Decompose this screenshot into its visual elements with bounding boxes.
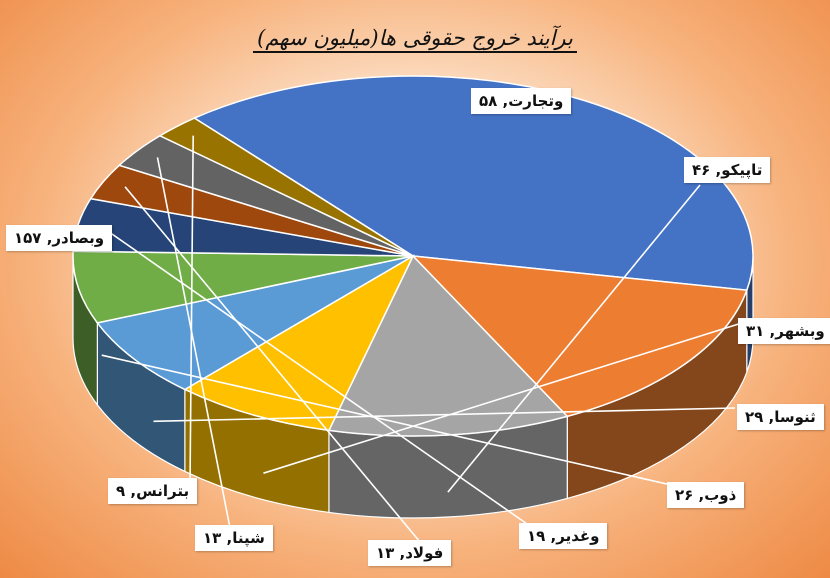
data-label-3: تاپیکو, ۴۶ [684, 157, 771, 183]
pie-slice-5 [96, 255, 414, 391]
data-label-1: وبصادر, ۱۵۷ [6, 225, 113, 251]
leader-line-6 [101, 354, 681, 488]
data-label-4: وبشهر, ۳۱ [738, 318, 830, 344]
data-label-6: ذوب, ۲۶ [667, 482, 745, 508]
data-label-2: وتجارت, ۵۸ [471, 88, 572, 114]
data-label-8: فولاد, ۱۳ [368, 540, 452, 566]
pie-slice-2 [411, 255, 748, 418]
leader-line-10 [189, 135, 194, 485]
leader-line-4 [263, 321, 746, 474]
leader-lines [101, 135, 746, 543]
pie-tops [72, 75, 754, 437]
data-label-9: شپنا, ۱۳ [195, 525, 273, 551]
pie-slice-6 [72, 250, 414, 324]
data-label-5: ثنوسا, ۲۹ [737, 404, 824, 430]
chart-title: برآیند خروج حقوقی ها(میلیون سهم) [0, 26, 830, 53]
data-label-7: وغدیر, ۱۹ [519, 523, 608, 549]
leader-line-9 [156, 157, 231, 529]
leader-line-3 [447, 184, 701, 493]
pie-slice-1 [192, 75, 754, 291]
pie-slice-10 [158, 117, 414, 257]
leader-line-7 [101, 226, 531, 527]
leader-line-5 [153, 407, 736, 423]
data-label-10: بترانس, ۹ [108, 478, 198, 504]
